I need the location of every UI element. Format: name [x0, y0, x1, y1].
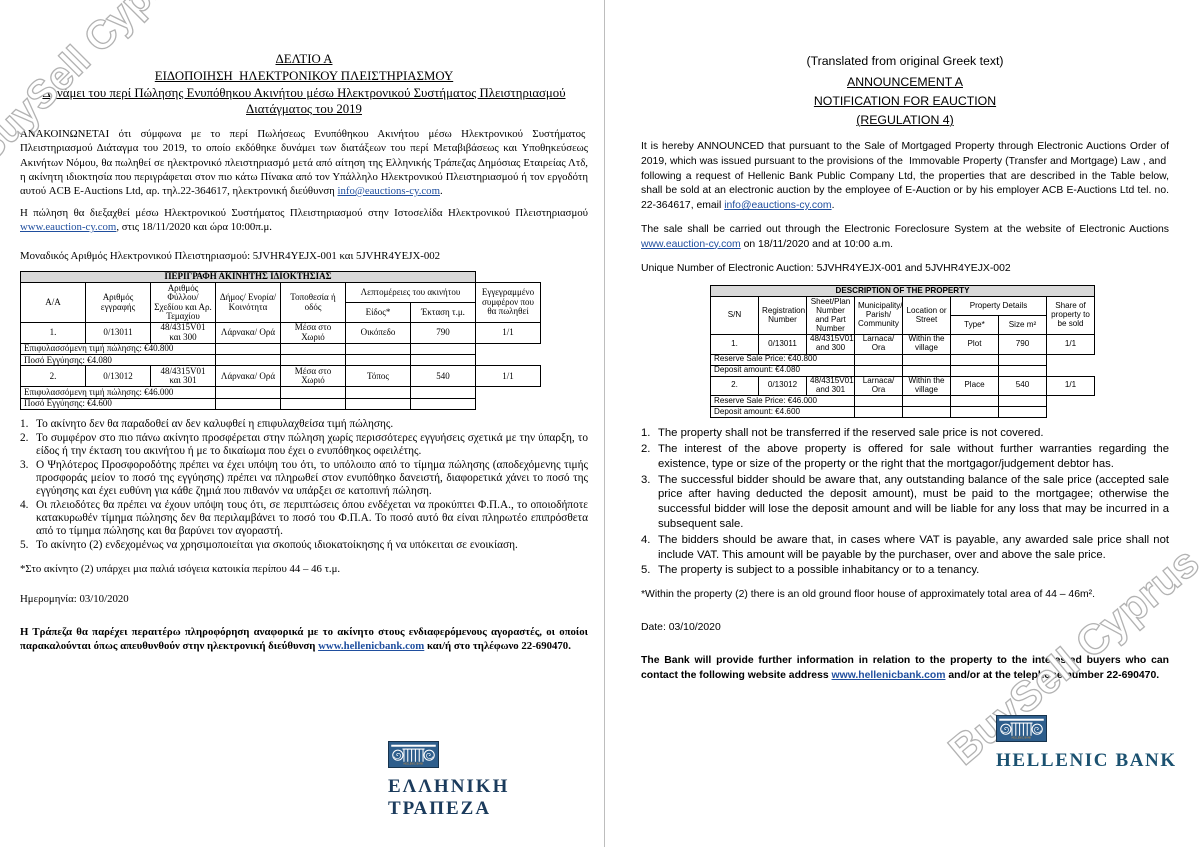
svg-text:HELLENIC BANK: HELLENIC BANK: [404, 762, 424, 765]
svg-text:HELLENIC BANK: HELLENIC BANK: [1012, 737, 1032, 740]
